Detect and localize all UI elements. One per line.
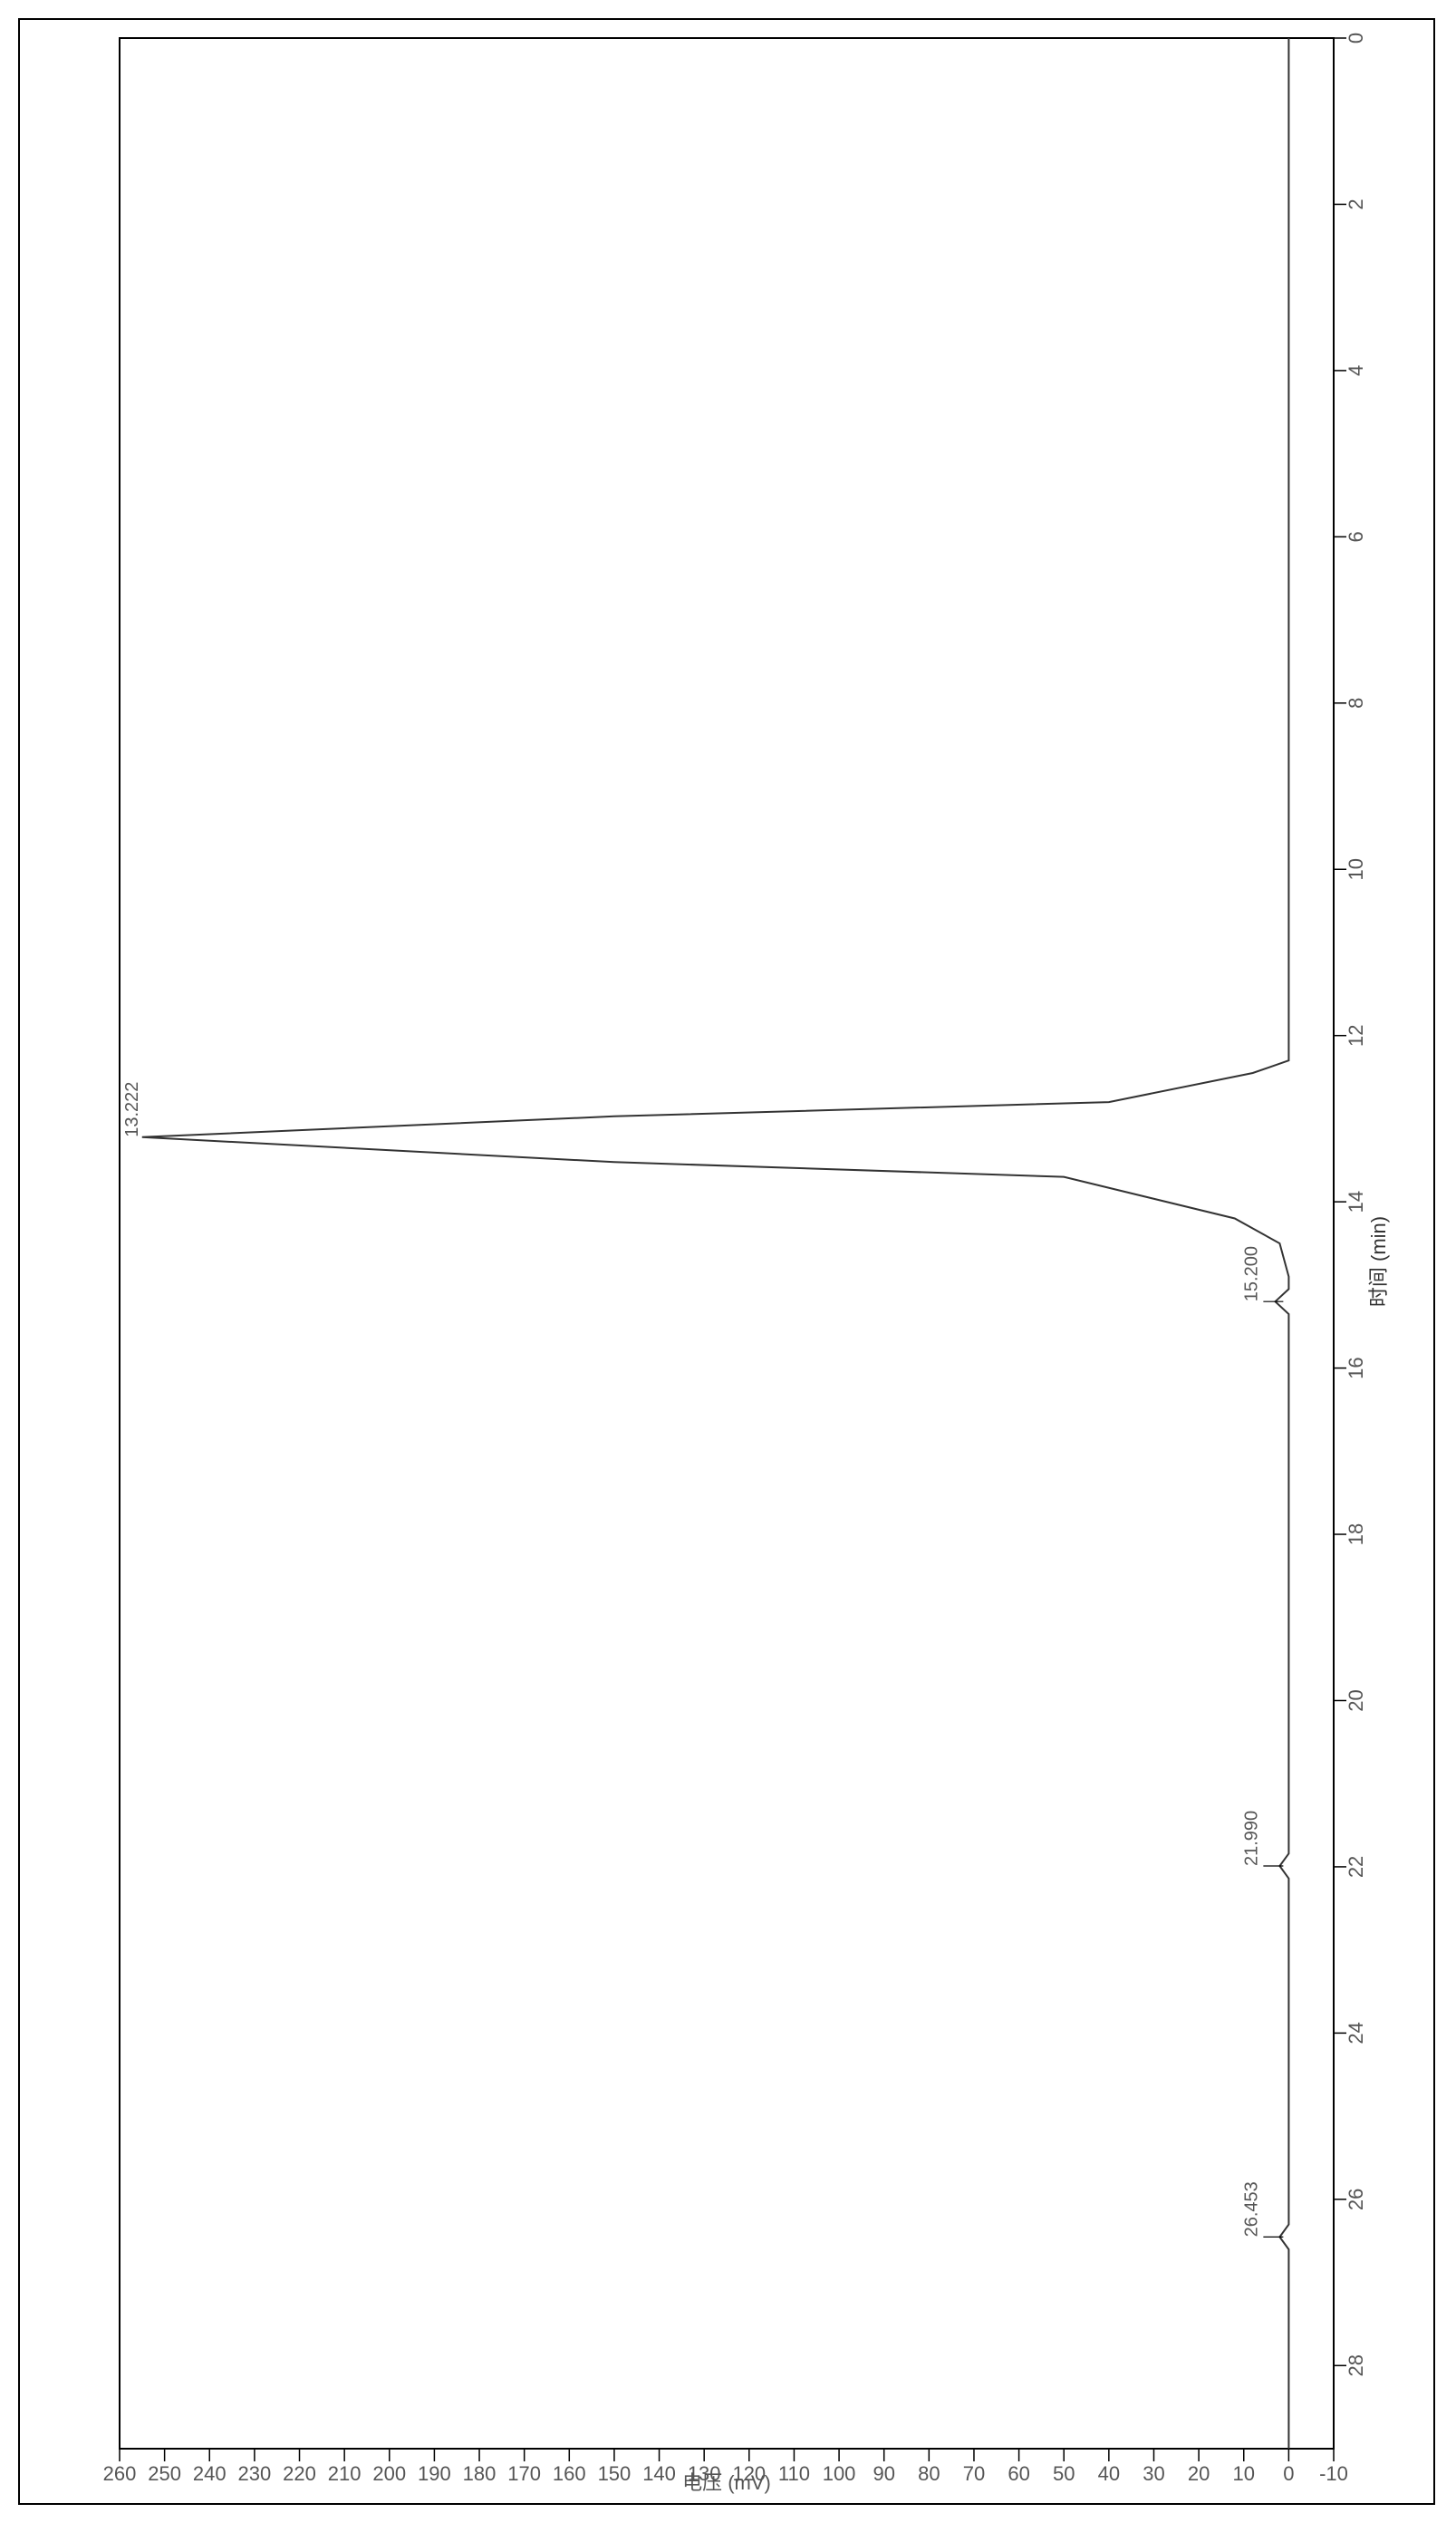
svg-text:80: 80 [918,2462,940,2485]
chart-canvas: -100102030405060708090100110120130140150… [20,20,1433,2503]
svg-text:2: 2 [1345,198,1367,209]
svg-text:160: 160 [553,2462,586,2485]
svg-text:200: 200 [372,2462,406,2485]
svg-text:240: 240 [193,2462,227,2485]
svg-text:28: 28 [1345,2354,1367,2376]
svg-text:260: 260 [103,2462,137,2485]
svg-text:10: 10 [1345,858,1367,880]
svg-text:6: 6 [1345,531,1367,542]
svg-text:0: 0 [1283,2462,1294,2485]
svg-text:10: 10 [1232,2462,1254,2485]
chromatogram-chart: -100102030405060708090100110120130140150… [18,18,1435,2505]
svg-text:24: 24 [1345,2022,1367,2044]
svg-text:14: 14 [1345,1191,1367,1213]
svg-text:150: 150 [598,2462,632,2485]
svg-text:250: 250 [148,2462,181,2485]
svg-text:26.453: 26.453 [1242,2181,1262,2237]
svg-text:13.222: 13.222 [122,1082,142,1137]
svg-text:16: 16 [1345,1357,1367,1378]
svg-text:4: 4 [1345,365,1367,376]
svg-text:210: 210 [328,2462,362,2485]
svg-text:0: 0 [1345,33,1367,44]
svg-text:21.990: 21.990 [1242,1811,1262,1866]
svg-text:90: 90 [873,2462,894,2485]
svg-text:220: 220 [283,2462,316,2485]
svg-text:50: 50 [1053,2462,1075,2485]
svg-text:60: 60 [1008,2462,1029,2485]
svg-text:12: 12 [1345,1024,1367,1046]
svg-text:100: 100 [823,2462,856,2485]
svg-text:170: 170 [507,2462,541,2485]
svg-text:40: 40 [1098,2462,1120,2485]
svg-text:20: 20 [1188,2462,1210,2485]
svg-text:26: 26 [1345,2189,1367,2210]
svg-text:22: 22 [1345,1856,1367,1878]
svg-text:18: 18 [1345,1523,1367,1545]
y-axis-label: 电压 (mV) [682,2467,771,2496]
svg-text:30: 30 [1143,2462,1164,2485]
svg-text:15.200: 15.200 [1242,1246,1262,1301]
svg-text:190: 190 [418,2462,451,2485]
svg-text:180: 180 [463,2462,497,2485]
svg-text:110: 110 [778,2462,810,2485]
svg-text:70: 70 [963,2462,985,2485]
x-axis-label: 时间 (min) [1363,1216,1392,1307]
svg-text:-10: -10 [1319,2462,1348,2485]
svg-text:20: 20 [1345,1689,1367,1711]
svg-text:230: 230 [238,2462,272,2485]
svg-text:8: 8 [1345,698,1367,709]
svg-text:140: 140 [642,2462,676,2485]
